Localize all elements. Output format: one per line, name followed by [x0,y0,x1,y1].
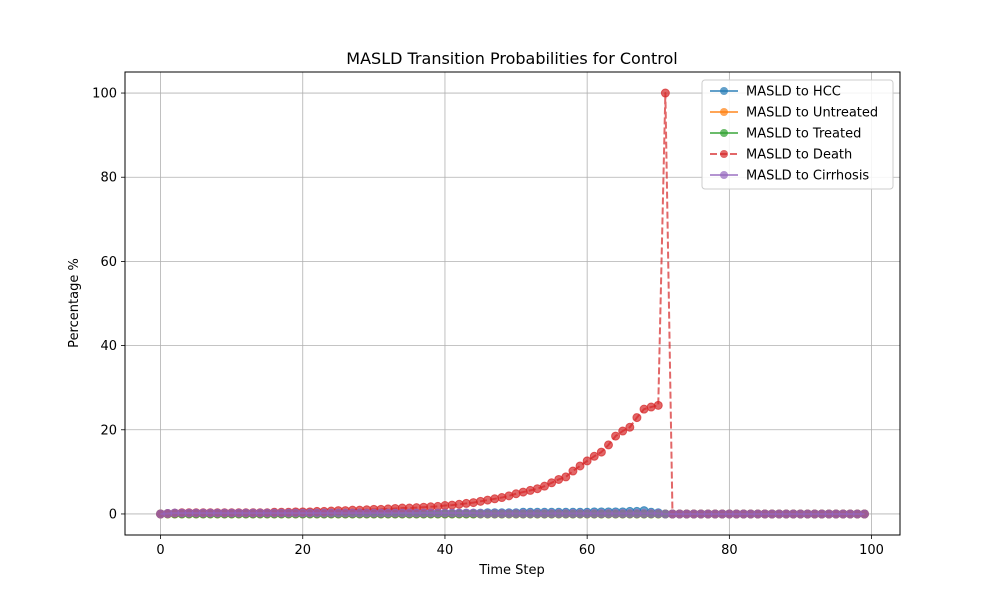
y-axis-title: Percentage % [67,258,82,348]
data-point [561,472,571,482]
data-point [568,466,578,476]
data-point [582,456,592,466]
legend: MASLD to HCC MASLD to Untreated MASLD to T… [701,79,894,190]
data-point [596,447,606,457]
x-tick-label: 60 [579,543,596,558]
x-tick-label: 40 [437,543,454,558]
legend-box [701,79,894,190]
data-point [653,400,663,410]
y-tick-label: 0 [109,507,117,522]
data-point [618,426,628,436]
legend-item: MASLD to Death [710,148,852,163]
legend-label: MASLD to HCC [746,85,841,100]
data-point [632,413,642,423]
data-point [660,88,670,98]
y-tick-label: 60 [100,255,117,270]
y-tick-label: 20 [100,423,117,438]
legend-swatch-marker [720,108,728,116]
plot-area [156,88,869,519]
data-point [575,461,585,471]
y-tick-label: 40 [100,339,117,354]
legend-label: MASLD to Untreated [746,106,878,121]
y-tick-label: 100 [92,87,117,102]
data-point [859,509,869,519]
legend-swatch-marker [720,150,728,158]
data-point [603,440,613,450]
data-point [547,478,557,488]
y-tick-label: 80 [100,171,117,186]
x-tick-label: 0 [156,543,164,558]
legend-label: MASLD to Cirrhosis [746,169,869,184]
legend-item: MASLD to Untreated [710,106,878,121]
x-axis-title: Time Step [478,563,545,578]
legend-item: MASLD to HCC [710,85,841,100]
ticks: 0 20 40 60 80 100 0 20 40 60 80 100 [92,87,884,558]
axes-frame [124,71,901,536]
x-tick-label: 80 [721,543,738,558]
data-point [539,481,549,491]
data-point [611,431,621,441]
data-point [589,451,599,461]
series-masld-to-cirrhosis [156,508,869,519]
legend-item: MASLD to Cirrhosis [710,169,869,184]
legend-item: MASLD to Treated [710,127,861,142]
x-tick-label: 100 [859,543,884,558]
x-tick-label: 20 [294,543,311,558]
legend-label: MASLD to Treated [746,127,861,142]
legend-label: MASLD to Death [746,148,852,163]
legend-swatch-marker [720,129,728,137]
legend-swatch-marker [720,171,728,179]
chart-title: MASLD Transition Probabilities for Contr… [346,49,677,68]
data-point [625,422,635,432]
legend-swatch-marker [720,87,728,95]
